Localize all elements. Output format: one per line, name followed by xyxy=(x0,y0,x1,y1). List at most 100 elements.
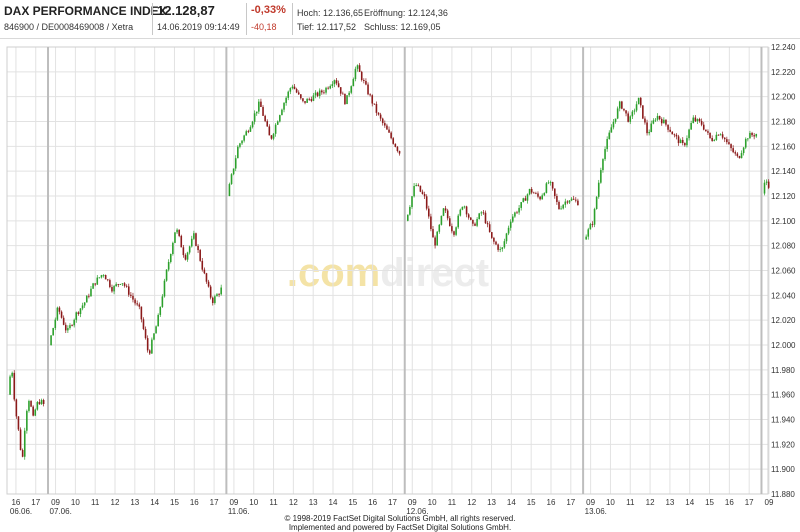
candle-body xyxy=(83,302,86,306)
candle-body xyxy=(707,131,709,133)
candle-body xyxy=(295,89,298,93)
candle-body xyxy=(344,93,346,105)
x-tick-hour: 15 xyxy=(170,498,179,507)
candle-body xyxy=(197,245,199,251)
candle-body xyxy=(302,98,304,102)
candle-body xyxy=(392,138,395,144)
candle-body xyxy=(274,124,277,134)
candle-body xyxy=(396,146,399,151)
candle-body xyxy=(11,372,13,377)
candle-body xyxy=(459,209,462,216)
candle-body xyxy=(543,192,546,196)
x-tick-hour: 14 xyxy=(329,498,338,507)
candle-body xyxy=(138,304,141,307)
x-tick-date: 11.06. xyxy=(228,507,250,514)
candle-body xyxy=(104,275,107,280)
candle-body xyxy=(218,294,220,295)
candle-body xyxy=(125,285,128,287)
candle-body xyxy=(23,430,26,457)
candle-body xyxy=(518,207,520,213)
candle-body xyxy=(665,119,667,125)
candle-body xyxy=(469,217,472,220)
candle-body xyxy=(155,326,157,334)
candle-body xyxy=(411,196,413,207)
candle-body xyxy=(566,201,569,203)
candle-body xyxy=(325,87,327,93)
x-tick-hour: 17 xyxy=(31,498,40,507)
candle-body xyxy=(279,115,281,122)
candle-body xyxy=(178,229,180,236)
candle-body xyxy=(293,86,296,90)
candle-body xyxy=(753,135,755,137)
candle-body xyxy=(589,224,592,230)
candle-body xyxy=(532,192,535,194)
candle-body xyxy=(711,137,713,141)
candle-body xyxy=(639,97,642,106)
y-tick-label: 12.080 xyxy=(771,242,796,251)
candle-body xyxy=(717,134,720,136)
candle-body xyxy=(96,277,99,285)
candle-body xyxy=(702,124,705,130)
candle-body xyxy=(297,92,300,95)
candle-body xyxy=(184,255,187,260)
candle-body xyxy=(686,138,688,146)
candle-body xyxy=(524,198,527,201)
candle-body xyxy=(658,115,661,120)
candle-body xyxy=(205,273,208,282)
candle-body xyxy=(648,131,650,134)
candle-body xyxy=(427,208,430,217)
candle-body xyxy=(127,286,130,295)
candle-body xyxy=(287,91,290,98)
candle-body xyxy=(161,296,164,307)
candle-body xyxy=(438,224,441,232)
candle-body xyxy=(159,306,162,315)
candle-body xyxy=(276,121,279,125)
candle-body xyxy=(457,215,459,228)
x-tick-hour: 09 xyxy=(51,498,60,507)
y-tick-label: 11.980 xyxy=(771,366,795,375)
candle-body xyxy=(432,229,434,238)
candle-body xyxy=(509,221,512,228)
candle-body xyxy=(232,168,235,175)
candle-body xyxy=(673,134,676,136)
x-tick-hour: 14 xyxy=(150,498,159,507)
candle-body xyxy=(709,132,711,138)
candle-body xyxy=(606,139,608,150)
y-tick-label: 12.120 xyxy=(771,192,796,201)
candle-body xyxy=(600,170,602,183)
candle-body xyxy=(390,132,392,139)
candle-body xyxy=(705,129,707,132)
x-tick-hour: 09 xyxy=(408,498,417,507)
candle-body xyxy=(241,140,243,144)
candle-body xyxy=(148,350,151,354)
candle-body xyxy=(530,188,533,193)
candle-body xyxy=(694,117,697,122)
day-open: Eröffnung: 12.124,36 xyxy=(364,8,448,18)
candle-body xyxy=(633,110,636,112)
x-tick-hour: 17 xyxy=(210,498,219,507)
candle-body xyxy=(180,235,183,248)
candle-body xyxy=(113,286,115,292)
copyright-footer: © 1998-2019 FactSet Digital Solutions Gm… xyxy=(0,514,800,532)
candle-body xyxy=(243,135,245,141)
candle-body xyxy=(545,183,548,193)
candle-body xyxy=(144,328,147,339)
candle-body xyxy=(446,210,449,219)
candle-body xyxy=(587,229,590,237)
candle-body xyxy=(167,262,170,270)
candle-body xyxy=(612,121,615,128)
candle-body xyxy=(367,84,369,95)
candle-body xyxy=(304,101,306,103)
candle-body xyxy=(67,328,69,331)
candle-body xyxy=(348,92,350,96)
candle-body xyxy=(323,92,325,94)
candle-body xyxy=(516,212,518,214)
candle-body xyxy=(50,335,52,345)
candle-body xyxy=(169,253,172,263)
candle-body xyxy=(425,196,428,209)
candle-body xyxy=(440,215,443,225)
candle-body xyxy=(69,325,71,329)
candle-body xyxy=(558,201,560,210)
candle-body xyxy=(153,333,155,340)
candle-body xyxy=(654,119,657,121)
